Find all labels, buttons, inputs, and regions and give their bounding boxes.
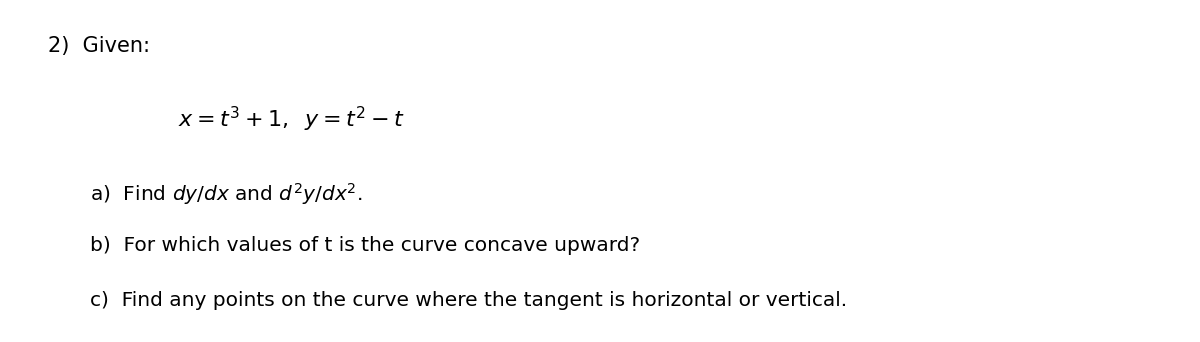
Text: 2)  Given:: 2) Given:	[48, 36, 150, 56]
Text: a)  Find $dy/dx$ and $d^2y/dx^2$.: a) Find $dy/dx$ and $d^2y/dx^2$.	[90, 181, 362, 207]
Text: c)  Find any points on the curve where the tangent is horizontal or vertical.: c) Find any points on the curve where th…	[90, 291, 847, 310]
Text: $x = t^3 + 1, \;\; y = t^2 - t$: $x = t^3 + 1, \;\; y = t^2 - t$	[178, 104, 404, 133]
Text: b)  For which values of t is the curve concave upward?: b) For which values of t is the curve co…	[90, 236, 640, 255]
